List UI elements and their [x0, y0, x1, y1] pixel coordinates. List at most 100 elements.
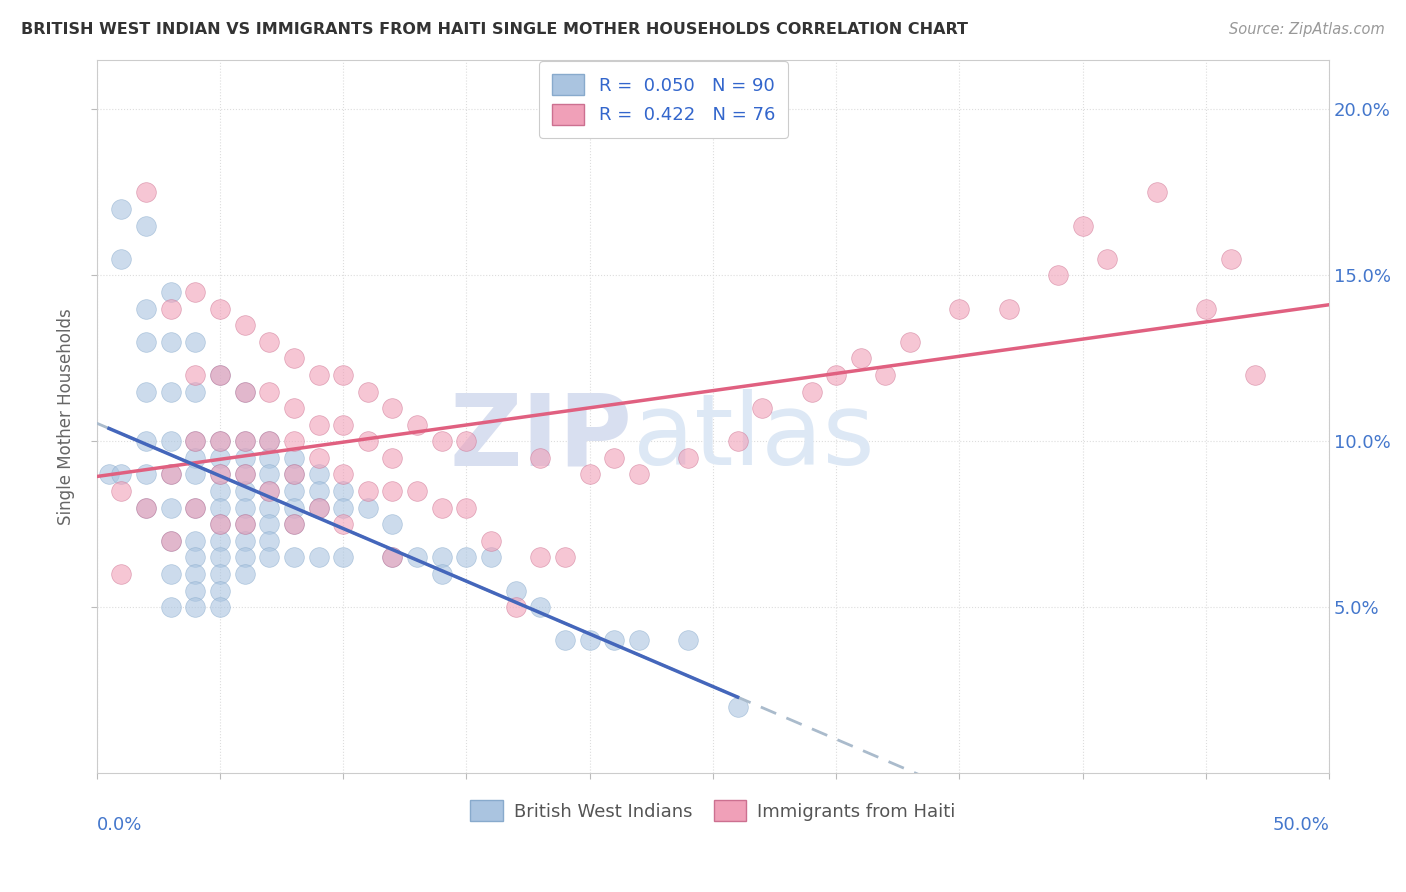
Legend: British West Indians, Immigrants from Haiti: British West Indians, Immigrants from Ha… [463, 793, 963, 829]
Point [208, 434, 231, 449]
Point [233, 384, 256, 399]
Point [184, 450, 207, 465]
Point [110, 252, 132, 266]
Point [800, 384, 823, 399]
Point [257, 434, 280, 449]
Point [825, 368, 848, 382]
Point [308, 550, 330, 565]
Point [727, 699, 749, 714]
Text: BRITISH WEST INDIAN VS IMMIGRANTS FROM HAITI SINGLE MOTHER HOUSEHOLDS CORRELATIO: BRITISH WEST INDIAN VS IMMIGRANTS FROM H… [21, 22, 969, 37]
Point [456, 434, 478, 449]
Text: 50.0%: 50.0% [1272, 816, 1329, 834]
Point [208, 533, 231, 548]
Text: atlas: atlas [633, 389, 875, 486]
Point [135, 301, 157, 316]
Point [135, 186, 157, 200]
Point [208, 368, 231, 382]
Point [233, 467, 256, 482]
Point [159, 434, 181, 449]
Point [159, 301, 181, 316]
Point [308, 368, 330, 382]
Point [357, 484, 380, 499]
Point [257, 334, 280, 349]
Point [135, 467, 157, 482]
Point [184, 334, 207, 349]
Point [208, 484, 231, 499]
Point [233, 450, 256, 465]
Point [678, 450, 700, 465]
Point [159, 500, 181, 515]
Point [308, 500, 330, 515]
Point [529, 550, 551, 565]
Point [1097, 252, 1119, 266]
Point [135, 384, 157, 399]
Point [1071, 219, 1094, 233]
Point [332, 550, 354, 565]
Point [1046, 268, 1069, 283]
Point [110, 567, 132, 582]
Point [159, 467, 181, 482]
Point [578, 467, 600, 482]
Point [308, 467, 330, 482]
Point [727, 434, 749, 449]
Text: Source: ZipAtlas.com: Source: ZipAtlas.com [1229, 22, 1385, 37]
Point [208, 583, 231, 598]
Point [430, 550, 453, 565]
Point [283, 434, 305, 449]
Point [357, 384, 380, 399]
Point [332, 517, 354, 532]
Y-axis label: Single Mother Households: Single Mother Households [58, 308, 75, 524]
Text: 0.0%: 0.0% [97, 816, 142, 834]
Point [135, 500, 157, 515]
Point [283, 517, 305, 532]
Point [332, 368, 354, 382]
Point [159, 533, 181, 548]
Point [208, 600, 231, 615]
Point [381, 450, 404, 465]
Point [479, 550, 502, 565]
Point [233, 567, 256, 582]
Point [208, 567, 231, 582]
Point [430, 500, 453, 515]
Point [184, 434, 207, 449]
Point [603, 633, 626, 648]
Point [135, 219, 157, 233]
Point [357, 500, 380, 515]
Point [948, 301, 970, 316]
Point [849, 351, 872, 366]
Point [184, 285, 207, 299]
Point [110, 484, 132, 499]
Point [381, 550, 404, 565]
Point [208, 517, 231, 532]
Point [208, 467, 231, 482]
Point [257, 517, 280, 532]
Point [159, 533, 181, 548]
Point [159, 384, 181, 399]
Point [283, 500, 305, 515]
Point [505, 600, 527, 615]
Point [308, 500, 330, 515]
Point [381, 517, 404, 532]
Point [233, 318, 256, 332]
Point [1195, 301, 1218, 316]
Point [283, 467, 305, 482]
Point [332, 467, 354, 482]
Point [308, 450, 330, 465]
Point [554, 633, 576, 648]
Point [283, 401, 305, 416]
Point [578, 633, 600, 648]
Point [283, 550, 305, 565]
Point [135, 434, 157, 449]
Point [332, 484, 354, 499]
Point [332, 500, 354, 515]
Point [456, 550, 478, 565]
Point [456, 500, 478, 515]
Point [233, 500, 256, 515]
Point [257, 450, 280, 465]
Point [1219, 252, 1241, 266]
Point [479, 533, 502, 548]
Point [381, 550, 404, 565]
Point [257, 533, 280, 548]
Point [135, 500, 157, 515]
Point [159, 600, 181, 615]
